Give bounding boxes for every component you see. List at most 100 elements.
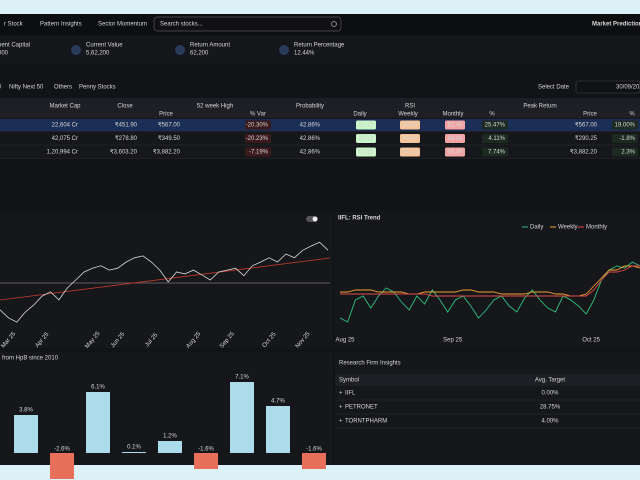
stat-label: Return Percentage — [294, 43, 345, 49]
search-icon — [331, 21, 337, 27]
tab[interactable]: 0 — [0, 85, 2, 91]
table-cell: 25.47% — [485, 123, 506, 129]
date-label: Select Date — [538, 85, 570, 91]
x-tick-label: Aug 25 — [335, 338, 355, 344]
data-label: 6.1% — [91, 385, 105, 391]
table-cell: -7.19% — [249, 150, 269, 156]
column-group: RSI — [405, 104, 415, 110]
column-header: Price — [583, 112, 597, 118]
table-cell: 51.83 — [358, 150, 374, 156]
table-cell: ₹567.00 — [575, 122, 598, 129]
data-label: 4.7% — [271, 399, 285, 405]
data-label: 0.1% — [127, 445, 141, 451]
table-cell: ₹290.25 — [575, 135, 598, 142]
date-box[interactable] — [575, 80, 640, 94]
data-label: 7.1% — [235, 375, 249, 381]
table-cell: ₹278.80 — [115, 135, 138, 142]
symbol: TORNTPHARM — [345, 419, 387, 425]
symbol: IIFL — [345, 391, 356, 397]
column-header: Weekly — [398, 112, 418, 118]
table-cell: 2.3% — [621, 150, 635, 156]
tab[interactable]: Nifty Next 50 — [9, 85, 44, 91]
table-cell: 54.14 — [402, 150, 418, 156]
table-cell: 43.99 — [402, 136, 418, 142]
avg-target: 28.75% — [540, 405, 561, 411]
column-header: Daily — [353, 112, 366, 118]
cell-badge — [400, 134, 420, 143]
row-icon: + — [339, 419, 343, 425]
stat-value: 62,200 — [190, 51, 209, 57]
table-cell: 42.86% — [300, 150, 321, 156]
bar — [230, 382, 254, 453]
tab[interactable]: Penny Stocks — [79, 85, 116, 91]
nav-item[interactable]: r Stock — [4, 22, 24, 28]
cell-badge — [245, 134, 271, 143]
cell-badge — [400, 147, 420, 157]
bar — [14, 415, 38, 453]
stat-value: 5,62,200 — [86, 51, 110, 57]
table-cell: ₹349.50 — [158, 135, 181, 142]
row-icon: + — [339, 391, 343, 397]
cell-badge — [445, 134, 465, 143]
stat-icon — [279, 45, 289, 55]
stat-label: Current Value — [86, 43, 123, 49]
stat-value: 12.44% — [294, 51, 315, 57]
table-cell: ₹567.00 — [158, 122, 181, 129]
column-group: Peak Return — [523, 104, 556, 110]
date-value: 30/09/202 — [616, 85, 640, 91]
content: r Stock Pattern Insights Sector Momentum Se… — [0, 22, 640, 479]
cell-badge — [356, 134, 376, 143]
table-cell: 42,075 Cr — [52, 136, 78, 142]
table-cell: 1,20,994 Cr — [47, 150, 78, 156]
symbol: PETRONET — [345, 405, 378, 411]
table-cell: 49.08 — [447, 136, 463, 142]
search-box[interactable] — [153, 16, 342, 32]
stat-label: nent Capital — [0, 43, 30, 49]
research-header — [335, 374, 640, 386]
table-cell: 19.00% — [615, 123, 636, 129]
rsi-line — [340, 265, 640, 297]
bar — [122, 452, 146, 453]
column-group: Probability — [296, 104, 324, 110]
x-tick-label: Sep 25 — [443, 338, 463, 344]
cell-badge — [245, 147, 271, 157]
data-label: 1.2% — [163, 434, 177, 440]
table-cell: 4.11% — [488, 136, 505, 142]
column-group: Market Cap — [49, 104, 81, 110]
cell-badge — [245, 120, 271, 130]
cell-badge — [445, 120, 465, 130]
nav-item[interactable]: Pattern Insights — [40, 22, 82, 28]
cell-badge — [356, 147, 376, 157]
cell-badge — [482, 120, 508, 130]
table-header — [0, 98, 640, 118]
panel-title: Research Firm Insights — [339, 361, 401, 367]
data-label: 3.8% — [19, 408, 33, 414]
rsi-panel — [335, 212, 640, 348]
cell-badge — [356, 120, 376, 130]
table-cell: -1.8% — [619, 136, 635, 142]
search-placeholder: Search stocks... — [160, 22, 203, 28]
rsi-line — [340, 265, 640, 297]
tab[interactable]: Others — [54, 85, 72, 91]
bar — [266, 406, 290, 453]
legend-label: Daily — [530, 225, 543, 231]
bar — [158, 441, 182, 453]
bar — [194, 453, 218, 469]
avg-target: 0.00% — [541, 391, 559, 397]
cell-badge — [482, 134, 508, 143]
table-cell: ₹451.90 — [115, 122, 138, 129]
avg-target: 4.00% — [541, 419, 559, 425]
column-header: % — [489, 112, 495, 118]
stats-bar — [0, 36, 640, 64]
nav-item[interactable]: Sector Momentum — [98, 22, 147, 28]
row-icon: + — [339, 405, 343, 411]
column-header: % — [629, 112, 635, 118]
nav-right: Market Prediction fo — [592, 22, 640, 28]
table-cell: 52.40 — [447, 123, 463, 129]
rsi-line — [339, 261, 640, 323]
table-cell: ₹3,882.20 — [153, 149, 181, 156]
cell-badge — [445, 147, 465, 157]
table-cell: -20.23% — [246, 136, 269, 142]
legend-label: Weekly — [558, 225, 578, 231]
